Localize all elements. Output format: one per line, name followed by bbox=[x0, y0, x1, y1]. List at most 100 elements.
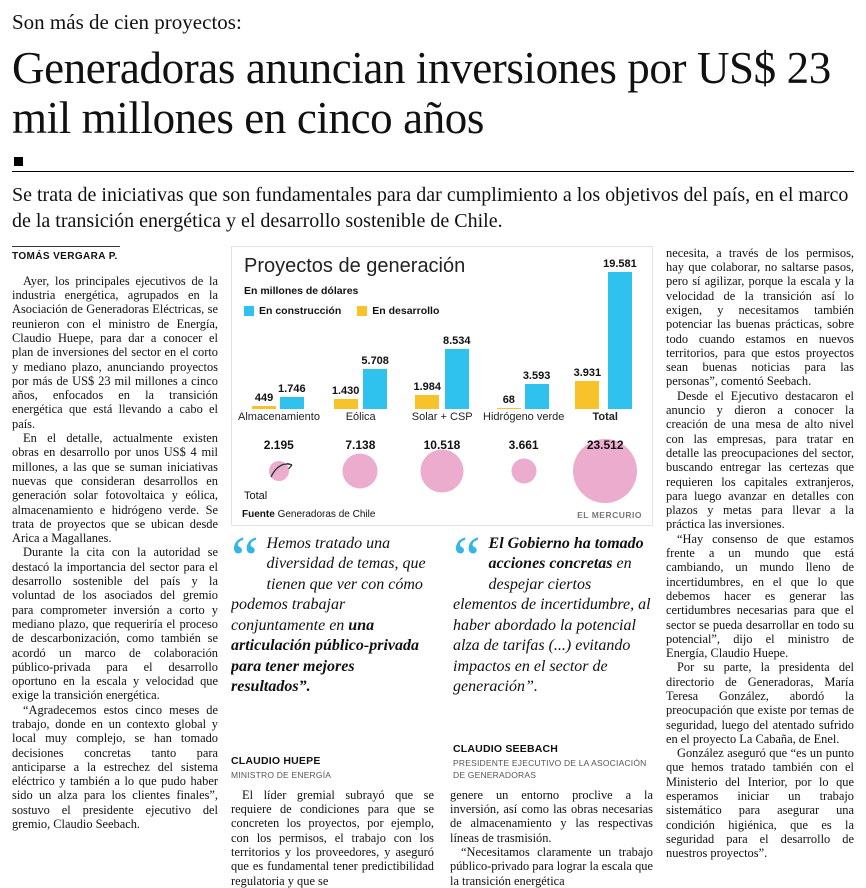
total-circle-slot: 23.512 bbox=[564, 437, 646, 505]
bar-en-desarrollo bbox=[496, 407, 521, 409]
chart-source-label: Fuente bbox=[242, 508, 275, 520]
quote-author: CLAUDIO HUEPE bbox=[231, 754, 321, 767]
total-circle-slot: 7.138 bbox=[320, 437, 402, 505]
middle-bottom-col-1: El líder gremial subrayó que se requiere… bbox=[231, 788, 434, 888]
kicker: Son más de cien proyectos: bbox=[12, 10, 242, 34]
bar-value-label: 5.708 bbox=[361, 354, 389, 367]
quote-icon: “ bbox=[231, 533, 259, 593]
chart-plot: 449 1.746 1.430 5.708 1.984 8.534 68 3.593 3.931… bbox=[238, 247, 646, 409]
bar-en-construccion bbox=[363, 368, 388, 409]
bar-wrap: 8.534 bbox=[443, 335, 471, 409]
category-label: Eólica bbox=[345, 410, 376, 423]
middle-bottom-text: El líder gremial subrayó que se requiere… bbox=[231, 788, 653, 888]
article-paragraph: González aseguró que “es un punto que he… bbox=[666, 746, 854, 861]
quote-text: “Hemos tratado una diversidad de temas, … bbox=[231, 534, 431, 698]
bar-en-desarrollo bbox=[575, 380, 600, 409]
bar-group: 68 3.593 bbox=[483, 370, 565, 409]
pull-quotes: “Hemos tratado una diversidad de temas, … bbox=[231, 534, 653, 782]
quote-role: PRESIDENTE EJECUTIVO DE LA ASOCIACIÓN DE… bbox=[453, 758, 647, 780]
quote-text: “El Gobierno ha tomado acciones concreta… bbox=[453, 534, 653, 698]
headline-rule bbox=[12, 170, 854, 172]
total-circle-value: 23.512 bbox=[586, 437, 624, 452]
quote-attribution: CLAUDIO SEEBACH PRESIDENTE EJECUTIVO DE … bbox=[453, 743, 653, 782]
legend-swatch-icon bbox=[244, 305, 254, 316]
bar-en-construccion bbox=[279, 396, 304, 409]
bar-wrap: 1.430 bbox=[331, 384, 360, 409]
bar-value-label: 1.746 bbox=[278, 382, 306, 395]
bar-group: 1.430 5.708 bbox=[320, 355, 402, 409]
total-circle bbox=[420, 449, 464, 493]
quote-bold: El Gobierno ha tomado acciones concretas bbox=[488, 534, 644, 573]
article-paragraph: Ayer, los principales ejecutivos de la i… bbox=[12, 273, 218, 431]
total-circle-value: 2.195 bbox=[263, 437, 294, 452]
category-label: Almacenamiento bbox=[238, 410, 320, 423]
quote-icon: “ bbox=[453, 533, 481, 593]
bar-value-label: 68 bbox=[502, 393, 515, 406]
category-label: Hidrógeno verde bbox=[483, 410, 565, 423]
chart-subtitle: En millones de dólares bbox=[244, 284, 359, 297]
pull-quote-huepe: “Hemos tratado una diversidad de temas, … bbox=[231, 534, 431, 782]
quote-regular: Hemos tratado una diversidad de temas, q… bbox=[231, 534, 426, 634]
bar-wrap: 1.746 bbox=[278, 383, 306, 409]
article-header: Son más de cien proyectos: Generadoras a… bbox=[12, 10, 854, 234]
middle-bottom-col-2: genere un entorno proclive a la inversió… bbox=[450, 788, 653, 888]
headline: Generadoras anuncian inversiones por US$… bbox=[12, 43, 831, 144]
quote-attribution: CLAUDIO HUEPE MINISTRO DE ENERGÍA bbox=[231, 755, 431, 782]
total-pointer-label: Total bbox=[244, 489, 268, 502]
legend-item: En construcción bbox=[244, 305, 341, 317]
bar-wrap: 68 bbox=[496, 393, 521, 409]
bar-en-desarrollo bbox=[415, 394, 440, 409]
article-paragraph: “Hay consenso de que estamos frente a un… bbox=[666, 531, 854, 661]
legend-swatch-icon bbox=[357, 305, 368, 316]
bar-wrap: 5.708 bbox=[361, 355, 389, 409]
middle-column: Proyectos de generación En millones de d… bbox=[231, 245, 653, 888]
bar-wrap: 449 bbox=[252, 391, 277, 409]
article-paragraph: En el detalle, actualmente existen obras… bbox=[12, 431, 218, 546]
byline: TOMÁS VERGARA P. bbox=[12, 245, 120, 262]
left-column: TOMÁS VERGARA P. Ayer, los principales e… bbox=[12, 245, 218, 888]
chart-categories: Almacenamiento Eólica Solar + CSP Hidrógeno… bbox=[238, 411, 646, 423]
article-paragraph: “Agradecemos estos cinco meses de trabaj… bbox=[12, 702, 218, 832]
total-arrow-icon bbox=[270, 462, 293, 478]
article-paragraph: Durante la cita con la autoridad se dest… bbox=[12, 545, 218, 703]
total-circle bbox=[268, 460, 289, 481]
article-paragraph: Por su parte, la presidenta del director… bbox=[666, 660, 854, 746]
article-paragraph: Desde el Ejecutivo destacaron el anuncio… bbox=[666, 388, 854, 532]
bar-wrap: 19.581 bbox=[603, 258, 637, 409]
chart-source-text: Generadoras de Chile bbox=[277, 508, 376, 520]
bar-wrap: 3.593 bbox=[523, 370, 550, 409]
legend-item: En desarrollo bbox=[357, 305, 439, 317]
category-label: Total bbox=[592, 410, 618, 423]
right-column: necesita, a través de los permisos, hay … bbox=[666, 246, 854, 888]
generation-projects-chart: Proyectos de generación En millones de d… bbox=[231, 245, 653, 526]
square-bullet-icon bbox=[14, 156, 23, 166]
bar-value-label: 19.581 bbox=[603, 257, 637, 270]
bar-value-label: 1.984 bbox=[413, 380, 441, 393]
article-paragraph: necesita, a través de los permisos, hay … bbox=[666, 245, 854, 389]
total-circle-slot: 2.195 bbox=[238, 437, 320, 505]
bar-group: 449 1.746 bbox=[238, 383, 320, 409]
article-paragraph: “Necesitamos claramente un trabajo públi… bbox=[450, 844, 653, 888]
bar-en-construccion bbox=[524, 383, 549, 409]
pull-quote-seebach: “El Gobierno ha tomado acciones concreta… bbox=[453, 534, 653, 782]
total-pointer: Total bbox=[242, 457, 312, 503]
bar-en-construccion bbox=[444, 348, 469, 409]
total-circle bbox=[573, 438, 638, 503]
bar-value-label: 1.430 bbox=[331, 384, 360, 397]
chart-circles: 2.195 7.138 10.518 3.661 23.512 Total bbox=[238, 437, 646, 505]
quote-role: MINISTRO DE ENERGÍA bbox=[231, 769, 332, 780]
chart-legend: En construcción En desarrollo bbox=[244, 305, 439, 317]
bar-wrap: 1.984 bbox=[413, 381, 441, 409]
quote-regular: en despejar ciertos elementos de incerti… bbox=[453, 555, 651, 696]
bar-value-label: 3.931 bbox=[573, 366, 602, 379]
total-circle-slot: 3.661 bbox=[483, 437, 565, 505]
legend-label: En desarrollo bbox=[372, 304, 440, 317]
quote-author: CLAUDIO SEEBACH bbox=[453, 743, 559, 755]
bar-value-label: 449 bbox=[254, 391, 274, 404]
bar-en-desarrollo bbox=[252, 405, 277, 409]
total-circle bbox=[342, 453, 378, 489]
article-paragraph: El líder gremial subrayó que se requiere… bbox=[231, 787, 434, 888]
bar-value-label: 8.534 bbox=[442, 334, 471, 347]
bar-en-desarrollo bbox=[333, 398, 358, 409]
chart-circles-row: 2.195 7.138 10.518 3.661 23.512 bbox=[238, 437, 646, 505]
